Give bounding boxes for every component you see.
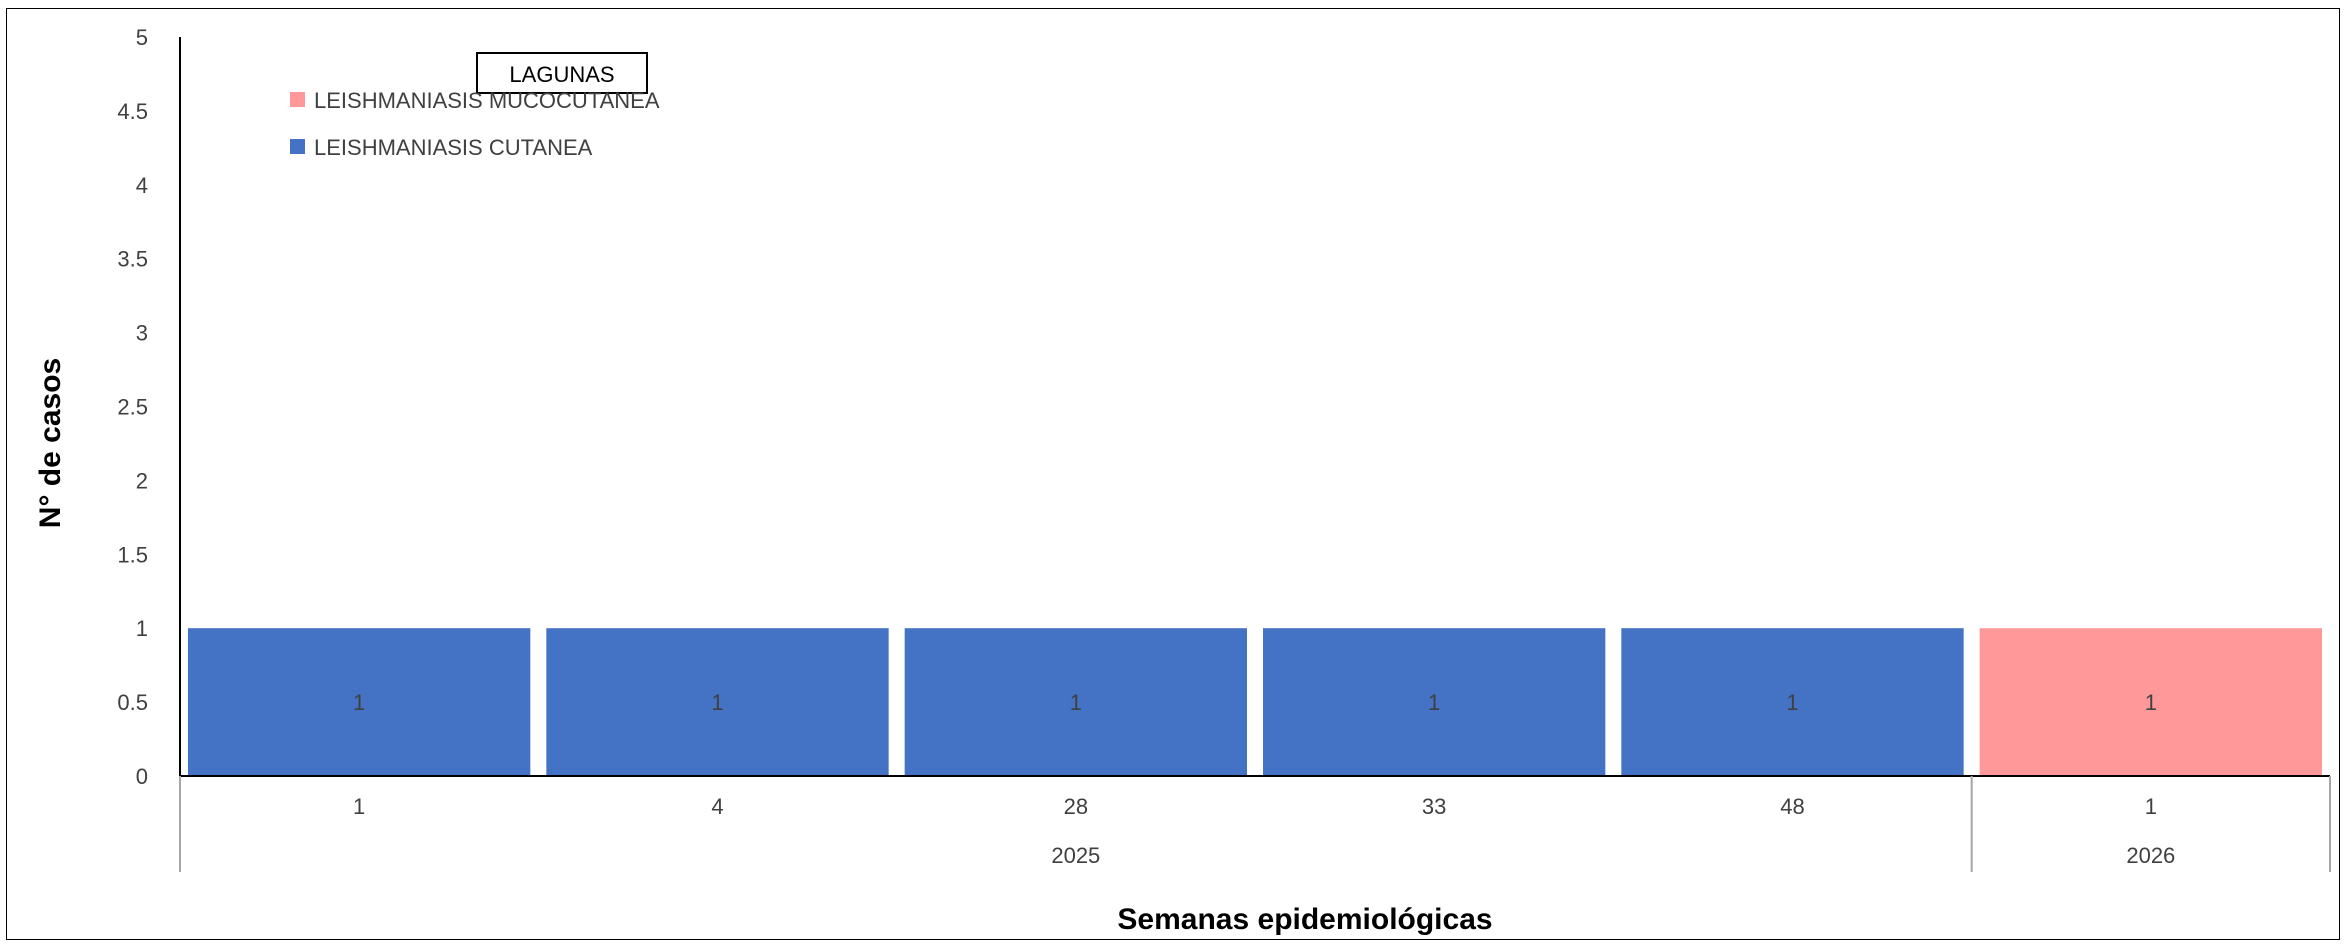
chart-title: LAGUNAS <box>509 62 614 87</box>
y-tick-label: 4 <box>136 173 148 198</box>
x-tick-week: 33 <box>1422 794 1446 819</box>
bar <box>188 628 531 776</box>
x-axis: 1 4 28 33 48 1 2025 2026 <box>179 775 2331 872</box>
bar-data-label: 1 <box>1070 690 1082 715</box>
x-tick-week: 1 <box>2145 794 2157 819</box>
y-tick-label: 3 <box>136 321 148 346</box>
y-tick-label: 5 <box>136 25 148 50</box>
bar-data-label: 1 <box>711 690 723 715</box>
bar <box>546 628 889 776</box>
x-tick-week: 28 <box>1064 794 1088 819</box>
y-tick-label: 2.5 <box>117 395 148 420</box>
bars: 1 1 1 1 1 1 <box>188 628 2322 776</box>
y-tick-label: 1 <box>136 616 148 641</box>
legend-label: LEISHMANIASIS CUTANEA <box>314 135 593 160</box>
bar <box>1621 628 1964 776</box>
chart-frame <box>6 8 2340 940</box>
legend-swatch <box>290 139 305 154</box>
y-tick-label: 0 <box>136 764 148 789</box>
bar-data-label: 1 <box>2145 690 2157 715</box>
x-tick-year: 2025 <box>1051 843 1100 868</box>
bar-data-label: 1 <box>1428 690 1440 715</box>
bar <box>1979 628 2322 776</box>
chart-title-box <box>476 52 648 94</box>
bar <box>904 628 1247 776</box>
y-axis: 0 0.5 1 1.5 2 2.5 3 3.5 4 4.5 5 <box>117 25 181 789</box>
x-tick-week: 4 <box>711 794 723 819</box>
bar-data-label: 1 <box>353 690 365 715</box>
legend-swatch <box>290 92 305 107</box>
x-tick-week: 1 <box>353 794 365 819</box>
y-tick-label: 1.5 <box>117 542 148 567</box>
y-tick-label: 2 <box>136 468 148 493</box>
y-tick-label: 3.5 <box>117 247 148 272</box>
x-tick-week: 48 <box>1780 794 1804 819</box>
x-axis-title: Semanas epidemiológicas <box>1117 903 1492 936</box>
y-tick-label: 4.5 <box>117 99 148 124</box>
bar-data-label: 1 <box>1786 690 1798 715</box>
legend-label: LEISHMANIASIS MUCOCUTANEA <box>314 88 660 113</box>
y-axis-title: N° de casos <box>34 358 67 528</box>
bar <box>1263 628 1606 776</box>
x-tick-year: 2026 <box>2126 843 2175 868</box>
y-tick-label: 0.5 <box>117 690 148 715</box>
